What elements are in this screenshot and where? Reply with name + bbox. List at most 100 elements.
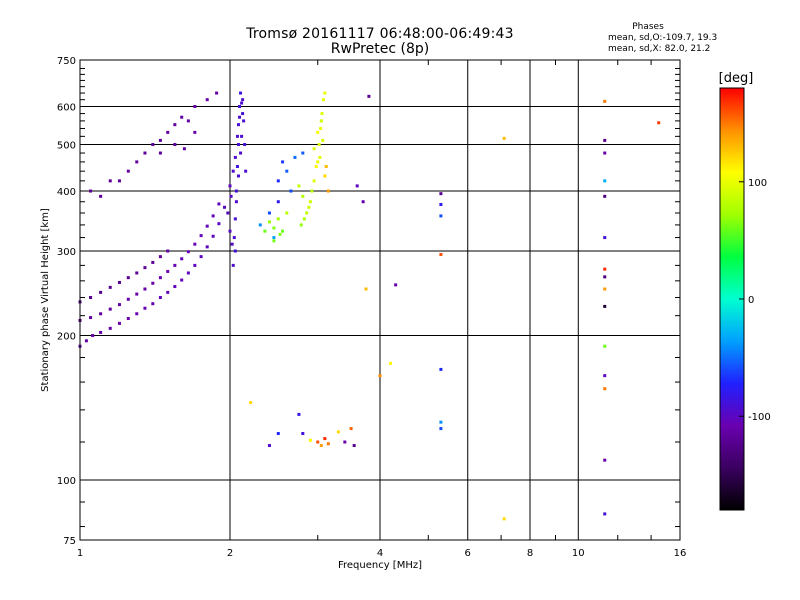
data-point	[276, 179, 280, 183]
data-point	[211, 214, 215, 218]
data-point	[439, 214, 443, 218]
data-point	[117, 179, 121, 183]
y-axis-title: Stationary phase Virtual Height [km]	[40, 208, 51, 392]
data-point	[367, 94, 371, 98]
data-point	[239, 151, 243, 155]
data-point	[323, 91, 327, 95]
data-point	[243, 143, 247, 147]
data-point	[293, 155, 297, 159]
y-tick-label: 100	[57, 476, 76, 487]
data-point	[316, 130, 320, 134]
data-point	[173, 123, 177, 127]
data-point	[276, 217, 280, 221]
data-point	[158, 138, 162, 142]
data-point	[278, 232, 282, 236]
data-point	[285, 211, 289, 215]
data-point	[603, 458, 607, 462]
data-point	[244, 169, 248, 173]
data-point	[180, 278, 184, 282]
data-point	[312, 179, 316, 183]
data-point	[151, 302, 155, 306]
x-tick-label: 4	[377, 548, 383, 559]
data-point	[230, 242, 234, 246]
data-point	[233, 249, 237, 253]
data-point	[301, 432, 305, 436]
data-point	[236, 143, 240, 147]
data-point	[289, 189, 293, 193]
data-point	[108, 179, 112, 183]
data-point	[89, 316, 93, 320]
y-tick-label: 500	[57, 141, 76, 152]
data-point	[180, 115, 184, 119]
x-tick-label: 8	[527, 548, 533, 559]
data-point	[263, 229, 267, 233]
data-point	[135, 292, 139, 296]
data-point	[321, 98, 325, 102]
data-point	[281, 229, 285, 233]
data-point	[657, 121, 661, 125]
data-point	[305, 211, 309, 215]
data-point	[323, 174, 327, 178]
data-point	[229, 194, 233, 198]
data-point	[186, 250, 190, 254]
chart-title: Tromsø 20161117 06:48:00-06:49:43	[246, 26, 514, 42]
data-point	[233, 155, 237, 159]
data-point	[217, 202, 221, 206]
data-point	[193, 263, 197, 267]
data-point	[258, 223, 262, 227]
data-point	[126, 317, 130, 321]
data-point	[324, 164, 328, 168]
y-tick-label: 75	[63, 536, 76, 547]
colorbar-ticks: 100 0 -100	[739, 178, 771, 423]
data-point	[285, 169, 289, 173]
data-point	[307, 205, 311, 209]
y-tick-label: 200	[57, 332, 76, 343]
x-tick-label: 16	[674, 548, 687, 559]
data-point	[215, 91, 219, 95]
data-point	[228, 184, 232, 188]
data-point	[316, 440, 320, 444]
data-point	[317, 143, 321, 147]
data-point	[267, 211, 271, 215]
chart-subtitle: RwPretec (8p)	[330, 41, 430, 57]
data-point	[117, 280, 121, 284]
data-point	[361, 200, 365, 204]
data-point	[135, 312, 139, 316]
data-point	[439, 202, 443, 206]
data-point	[108, 307, 112, 311]
data-point	[299, 223, 303, 227]
data-point	[84, 339, 88, 343]
colorbar-unit-label: [deg]	[718, 71, 754, 86]
phase-stats-o-mode: mean, sd,O:-109.7, 19.3	[608, 33, 718, 43]
y-tick-label: 750	[57, 56, 76, 67]
data-point	[502, 517, 506, 521]
data-point	[308, 438, 312, 442]
data-point	[318, 155, 322, 159]
data-point	[166, 290, 170, 294]
x-axis-ticks: 1 2 4 6 8 10 16	[77, 60, 687, 559]
data-point	[603, 374, 607, 378]
data-point	[173, 285, 177, 289]
data-point	[240, 134, 244, 138]
data-point	[217, 222, 221, 226]
data-point	[297, 184, 301, 188]
data-point	[323, 437, 327, 441]
data-point	[343, 440, 347, 444]
data-point	[143, 287, 147, 291]
data-point	[166, 249, 170, 253]
data-point	[276, 200, 280, 204]
data-point	[199, 255, 203, 259]
data-point	[240, 101, 244, 105]
data-point	[173, 143, 177, 147]
data-point	[234, 189, 238, 193]
data-point	[231, 169, 235, 173]
x-tick-label: 6	[465, 548, 471, 559]
data-point	[223, 205, 227, 209]
data-point	[439, 192, 443, 196]
data-point	[349, 427, 353, 431]
colorbar-tick-label: 0	[748, 295, 754, 306]
data-point	[205, 224, 209, 228]
data-point	[151, 281, 155, 285]
data-point	[389, 361, 393, 365]
